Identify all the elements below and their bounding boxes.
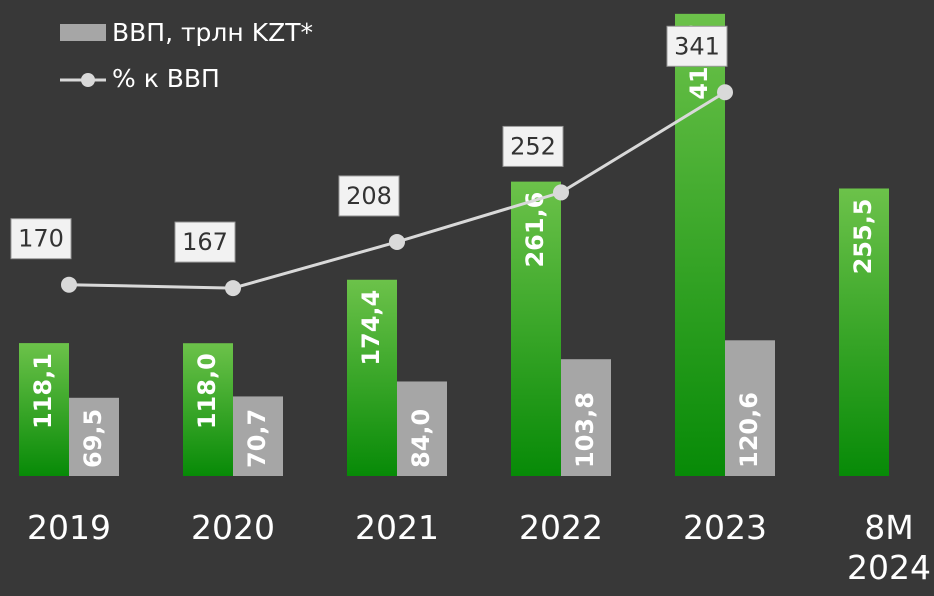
line-marker — [717, 84, 733, 101]
label-box — [666, 25, 728, 67]
bar — [725, 340, 775, 476]
bar — [511, 181, 561, 477]
bar — [561, 359, 611, 476]
bar — [19, 343, 69, 476]
x-tick-label: 2023 — [683, 508, 767, 547]
x-tick-label: 2022 — [519, 508, 603, 547]
label-box — [338, 175, 400, 217]
label-box — [10, 218, 72, 260]
bar — [675, 13, 725, 477]
data-label: 69,5 — [79, 409, 107, 468]
legend-marker — [81, 73, 95, 87]
data-label: 167 — [182, 228, 228, 256]
data-label: 118,0 — [193, 353, 221, 429]
bar — [233, 396, 283, 476]
data-label: 120,6 — [735, 392, 763, 468]
data-label: 84,0 — [407, 409, 435, 468]
x-tick-label: 8M 2024 — [847, 508, 931, 587]
data-label: 118,1 — [29, 353, 57, 429]
bar — [397, 381, 447, 476]
data-label: 252 — [510, 132, 556, 160]
bar — [347, 279, 397, 476]
x-tick-label: 2019 — [27, 508, 111, 547]
data-label: 103,8 — [571, 392, 599, 468]
data-label: 341 — [674, 32, 720, 60]
data-label: 208 — [346, 182, 392, 210]
line-marker — [389, 233, 405, 250]
line-marker — [553, 184, 569, 201]
legend-label: % к ВВП — [112, 64, 220, 93]
bar — [69, 397, 119, 476]
label-box — [502, 125, 564, 167]
legend-label: ВВП, трлн KZT* — [112, 18, 313, 47]
line-marker — [225, 280, 241, 297]
line-marker — [61, 276, 77, 293]
bar — [183, 343, 233, 476]
x-tick-label: 2020 — [191, 508, 275, 547]
legend-swatch — [60, 24, 106, 41]
data-label: 255,5 — [849, 198, 877, 274]
data-label: 174,4 — [357, 290, 385, 366]
label-box — [174, 221, 236, 263]
x-tick-label: 2021 — [355, 508, 439, 547]
data-label: 70,7 — [243, 409, 271, 468]
bar — [839, 188, 889, 476]
data-label: 170 — [18, 225, 64, 253]
